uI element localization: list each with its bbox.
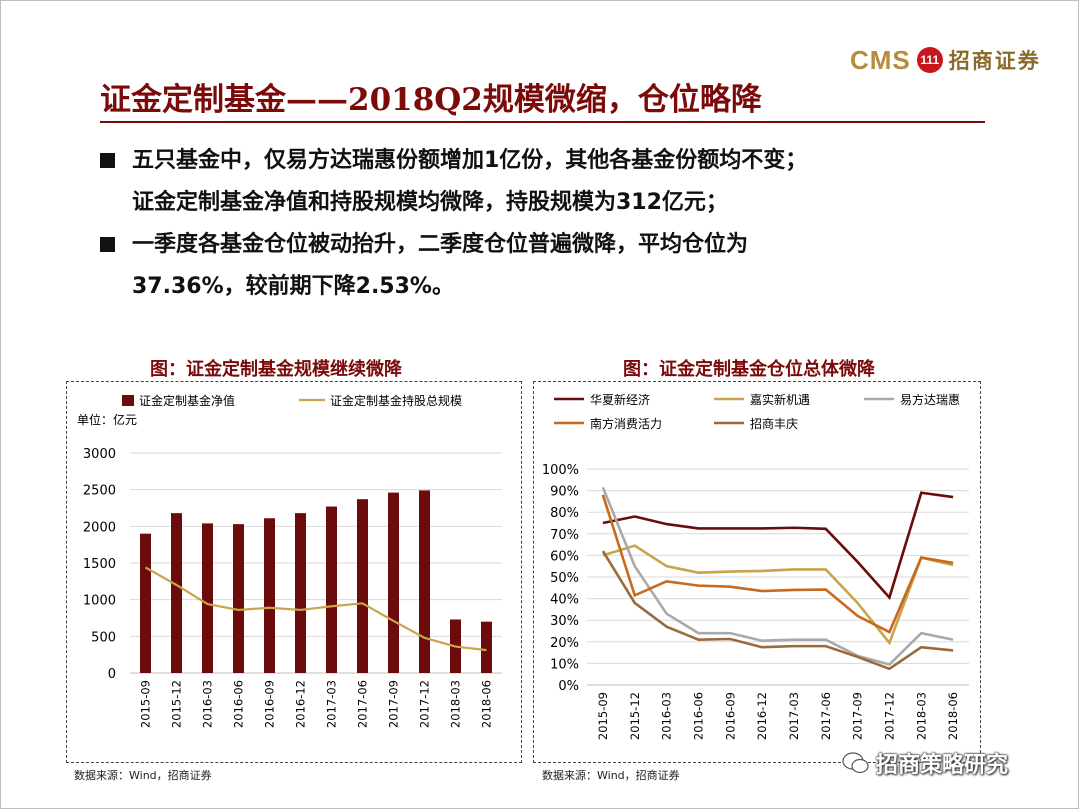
y-tick-label: 1000: [83, 594, 116, 609]
right-chart-caption: 图：证金定制基金仓位总体微降: [623, 359, 875, 380]
x-tick-label: 2017-03: [787, 692, 801, 740]
bar: [419, 490, 430, 673]
scale-bar-line-chart: 0 500 1000 1500 2000 2500 3000 2015-09 2015-12 20…: [77, 393, 502, 728]
y-tick-label: 70%: [550, 528, 579, 543]
x-tick-label: 2017-06: [356, 680, 370, 728]
legend-label: 招商丰庆: [750, 416, 798, 431]
right-source-note: 数据来源：Wind，招商证券: [542, 769, 680, 782]
y-tick-label: 60%: [550, 549, 579, 564]
y-tick-label: 0%: [558, 679, 579, 694]
slide-title: 证金定制基金——2018Q2规模微缩，仓位略降: [100, 82, 762, 118]
y-tick-label: 50%: [550, 571, 579, 586]
x-tick-label: 2015-12: [628, 692, 642, 740]
unit-label: 单位：亿元: [77, 412, 137, 427]
cms-logo: CMS 111 招商证券: [850, 40, 1041, 80]
y-tick-label: 20%: [550, 636, 579, 651]
x-tick-label: 2016-09: [263, 680, 277, 728]
x-tick-label: 2016-06: [691, 692, 705, 740]
x-tick-label: 2015-12: [170, 680, 184, 728]
x-tick-label: 2017-12: [418, 680, 432, 728]
y-tick-label: 500: [91, 630, 116, 645]
watermark-text: 招商策略研究: [876, 753, 1009, 778]
logo-badge-icon: 111: [916, 47, 943, 73]
x-tick-label: 2018-03: [449, 680, 463, 728]
bar: [295, 513, 306, 673]
bar: [171, 513, 182, 673]
y-tick-label: 3000: [83, 447, 116, 462]
legend-label: 证金定制基金净值: [139, 393, 235, 408]
x-tick-label: 2016-12: [294, 680, 308, 728]
x-tick-label: 2015-09: [139, 680, 153, 728]
y-tick-label: 40%: [550, 593, 579, 608]
x-tick-label: 2018-06: [946, 692, 960, 740]
x-tick-label: 2017-12: [882, 692, 896, 740]
logo-text: CMS: [850, 44, 911, 75]
x-tick-label: 2017-03: [325, 680, 339, 728]
bullet-line: 37.36%，较前期下降2.53%。: [132, 274, 454, 299]
x-tick-label: 2016-12: [755, 692, 769, 740]
bar: [357, 499, 368, 673]
bar: [264, 518, 275, 673]
square-bullet-icon: [100, 237, 115, 252]
y-tick-label: 100%: [542, 463, 579, 478]
x-tick-label: 2015-09: [596, 692, 610, 740]
series-line: [602, 544, 954, 646]
wechat-icon: [842, 752, 869, 774]
x-tick-label: 2018-06: [480, 680, 494, 728]
bar: [388, 492, 399, 673]
bar: [326, 506, 337, 673]
bar: [140, 533, 151, 673]
left-chart-caption: 图：证金定制基金规模继续微降: [150, 359, 402, 380]
x-tick-label: 2017-09: [851, 692, 865, 740]
watermark: 招商策略研究: [842, 747, 1008, 779]
bullet-line: 五只基金中，仅易方达瑞惠份额增加1亿份，其他各基金份额均不变；: [132, 148, 808, 173]
left-source-note: 数据来源：Wind，招商证券: [74, 769, 212, 782]
logo-company-name: 招商证券: [948, 49, 1041, 73]
x-tick-label: 2016-06: [232, 680, 246, 728]
position-line-chart: 0% 10% 20% 30% 40% 50% 60% 70% 80% 90% 100% 2015-09…: [542, 392, 969, 740]
bullet-line: 证金定制基金净值和持股规模均微降，持股规模为312亿元；: [132, 190, 728, 215]
square-bullet-icon: [100, 153, 115, 168]
series-line: [602, 491, 954, 601]
y-tick-label: 2500: [83, 484, 116, 499]
legend-label: 证金定制基金持股总规模: [330, 393, 462, 408]
legend-label: 嘉实新机遇: [750, 392, 810, 407]
y-tick-label: 2000: [83, 520, 116, 535]
x-tick-label: 2016-09: [723, 692, 737, 740]
x-tick-label: 2016-03: [660, 692, 674, 740]
x-tick-label: 2016-03: [201, 680, 215, 728]
y-tick-label: 90%: [550, 485, 579, 500]
y-tick-label: 0: [108, 667, 116, 682]
x-tick-label: 2017-06: [819, 692, 833, 740]
series-line: [601, 494, 954, 634]
legend-label: 华夏新经济: [590, 392, 650, 407]
y-tick-label: 1500: [83, 557, 116, 572]
bullet-list: 五只基金中，仅易方达瑞惠份额增加1亿份，其他各基金份额均不变； 证金定制基金净值…: [100, 140, 1000, 308]
legend-swatch-bar: [122, 395, 134, 406]
bar: [233, 524, 244, 673]
right-chart-panel: 0% 10% 20% 30% 40% 50% 60% 70% 80% 90% 100% 2015-09…: [533, 381, 981, 763]
series-line: [601, 550, 954, 671]
bullet-item: 一季度各基金仓位被动抬升，二季度仓位普遍微降，平均仓位为 37.36%，较前期下…: [100, 224, 1000, 308]
title-underline: [100, 121, 985, 123]
holdings-line: [144, 566, 487, 652]
y-tick-label: 30%: [550, 614, 579, 629]
left-chart-panel: 0 500 1000 1500 2000 2500 3000 2015-09 2015-12 20…: [66, 381, 522, 763]
bullet-item: 五只基金中，仅易方达瑞惠份额增加1亿份，其他各基金份额均不变； 证金定制基金净值…: [100, 140, 1000, 224]
bullet-line: 一季度各基金仓位被动抬升，二季度仓位普遍微降，平均仓位为: [132, 232, 749, 257]
y-tick-label: 10%: [550, 657, 579, 672]
bar: [202, 523, 213, 673]
x-tick-label: 2017-09: [387, 680, 401, 728]
series-line: [601, 486, 954, 666]
bar: [481, 621, 492, 673]
y-tick-label: 80%: [550, 506, 579, 521]
legend-label: 易方达瑞惠: [900, 392, 960, 407]
x-tick-label: 2018-03: [914, 692, 928, 740]
legend-label: 南方消费活力: [590, 416, 662, 431]
